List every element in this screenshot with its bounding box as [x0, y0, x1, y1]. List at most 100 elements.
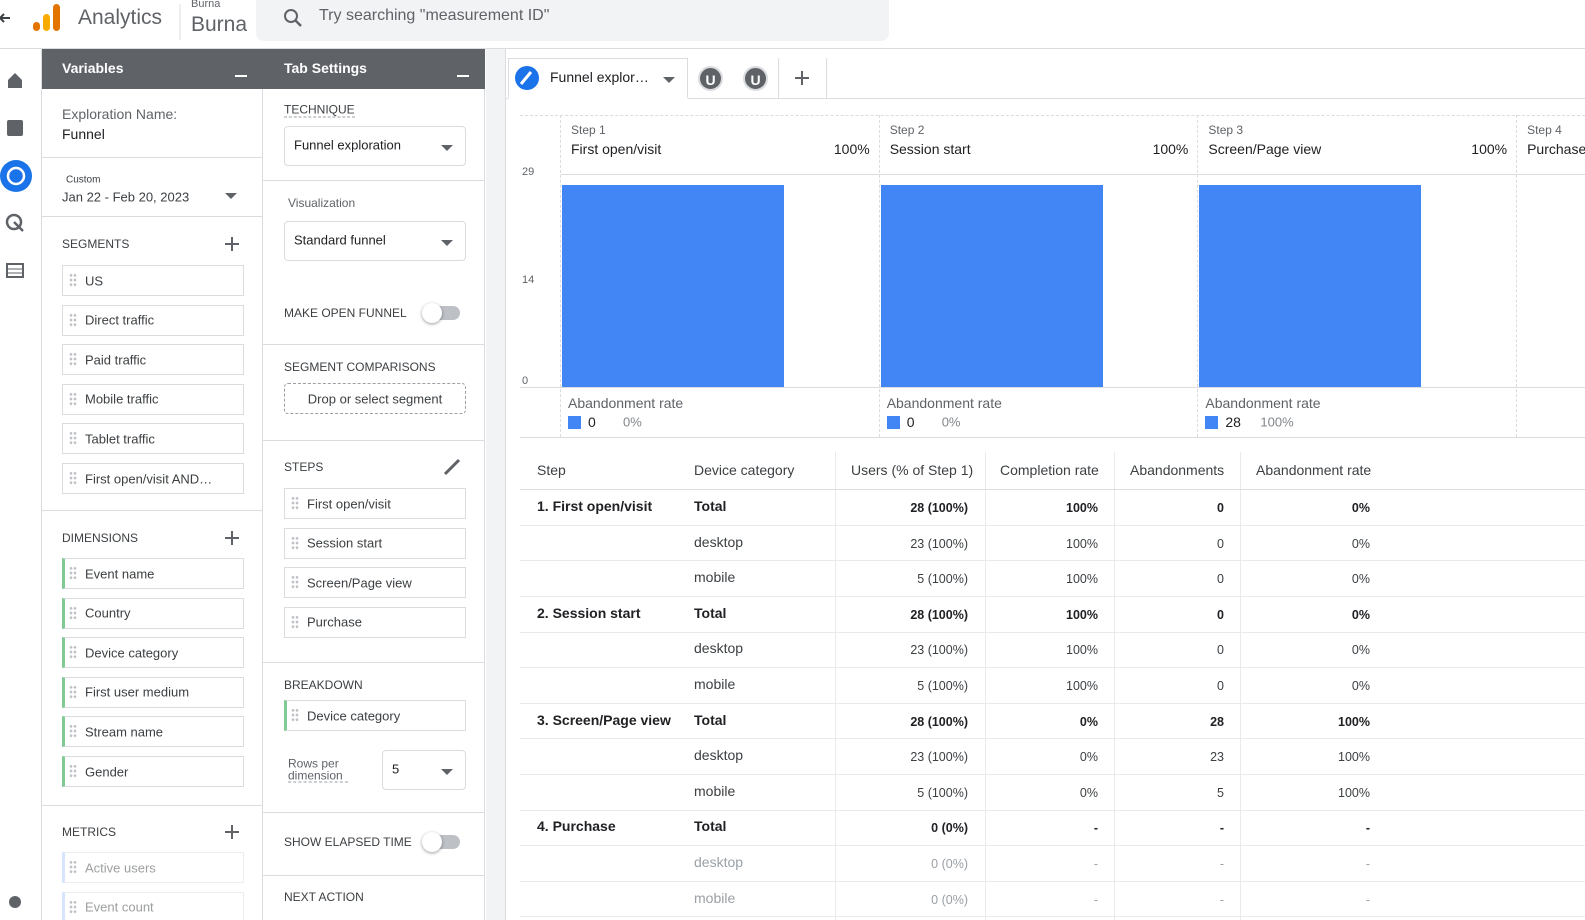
collapse-button[interactable]: [457, 75, 469, 77]
add-button[interactable]: [231, 531, 233, 545]
table-cell: 100%: [1066, 643, 1098, 658]
row-border: [520, 880, 1585, 882]
funnel-bar[interactable]: [1199, 185, 1422, 387]
header-border: [520, 489, 1585, 490]
app-name: Analytics: [78, 6, 163, 29]
collapse-button[interactable]: [235, 75, 247, 77]
metric-chip-label: Event count: [85, 899, 154, 915]
new-tab-button[interactable]: [778, 58, 827, 99]
table-cell: 100%: [1066, 536, 1098, 551]
table-cell: 100%: [1066, 572, 1098, 587]
step-rate: 100%: [833, 141, 870, 157]
metric-chip[interactable]: [62, 891, 244, 920]
step-number: Step 4: [1527, 123, 1562, 137]
drag-handle: [69, 645, 77, 660]
exploration-name[interactable]: Funnel: [62, 126, 105, 142]
segment-chip[interactable]: [62, 383, 244, 415]
table-cell: -: [1365, 857, 1370, 871]
rows-select[interactable]: [382, 750, 466, 790]
step-name: First open/visit: [571, 141, 662, 157]
step-chip[interactable]: [284, 488, 466, 519]
variables-title: Variables: [62, 60, 124, 76]
top-bar-border: [0, 48, 1585, 49]
segment-chip[interactable]: [62, 463, 244, 494]
segment-chip[interactable]: [62, 304, 244, 336]
dropdown-arrow[interactable]: [441, 240, 453, 246]
search-placeholder: Try searching "measurement ID": [319, 7, 550, 24]
table-header: Step: [537, 462, 566, 478]
table-header: Abandonments: [1130, 462, 1225, 478]
technique-select[interactable]: [284, 126, 466, 166]
segment-drop-zone[interactable]: [284, 383, 466, 414]
drag-handle: [69, 273, 77, 287]
user-avatar[interactable]: U: [698, 66, 723, 91]
dimensions-title: DIMENSIONS: [62, 531, 139, 545]
table-cell: 0: [1217, 501, 1224, 515]
segment-chip-label: Direct traffic: [85, 312, 155, 328]
segment-chip[interactable]: [62, 265, 244, 296]
divider: [263, 344, 485, 345]
row-border: [520, 809, 1585, 811]
dropdown-arrow[interactable]: [441, 145, 453, 151]
table-cell: 100%: [1066, 679, 1098, 693]
dimension-chip[interactable]: [62, 676, 244, 708]
dimension-chip[interactable]: [62, 716, 244, 748]
canvas-border: [505, 49, 506, 920]
table-step: 3. Screen/Page view: [537, 711, 671, 728]
dropdown-arrow[interactable]: [441, 769, 453, 775]
step-rate: 100%: [1152, 141, 1189, 157]
metric-chip[interactable]: [62, 852, 244, 883]
step-chip[interactable]: [284, 527, 466, 559]
funnel-bar[interactable]: [880, 185, 1103, 387]
user-avatar[interactable]: U: [743, 66, 768, 91]
dimension-chip[interactable]: [62, 558, 244, 589]
segment-chip[interactable]: [62, 423, 244, 455]
step-name: Purchase: [1527, 141, 1585, 157]
chart-top-border: [520, 115, 1585, 116]
dimension-chip[interactable]: [62, 637, 244, 669]
segment-chip-label: US: [85, 273, 104, 288]
row-border: [520, 845, 1585, 847]
table-header: Users (% of Step 1): [851, 462, 974, 478]
visualization-select[interactable]: [284, 221, 466, 261]
table-step: 2. Session start: [537, 604, 641, 621]
table-cell: 0%: [1079, 714, 1098, 729]
drag-handle: [291, 496, 299, 510]
table-cell: 5 (100%): [917, 572, 968, 587]
search-box[interactable]: [256, 0, 889, 41]
chart-bottom-border: [520, 437, 1585, 438]
drag-handle: [291, 575, 299, 589]
divider: [263, 180, 485, 181]
metric-chip-label: Active users: [85, 860, 156, 875]
abandonment-count: 28: [1225, 414, 1241, 430]
add-button[interactable]: [231, 237, 233, 251]
table-cell: 0%: [1351, 572, 1370, 587]
step-divider: [878, 115, 880, 437]
table-cell: 23: [1210, 750, 1224, 765]
table-cell: 0: [1217, 536, 1224, 551]
add-button[interactable]: [231, 825, 233, 839]
segment-chip-label: Mobile traffic: [85, 391, 159, 407]
dimension-chip[interactable]: [62, 756, 244, 787]
funnel-bar[interactable]: [562, 185, 784, 387]
table-cell: 28: [1210, 714, 1224, 729]
dropdown-arrow[interactable]: [225, 193, 237, 199]
date-range[interactable]: Jan 22 - Feb 20, 2023: [62, 189, 190, 205]
step-chip[interactable]: [284, 606, 466, 638]
dropdown-arrow[interactable]: [663, 77, 675, 83]
rows-value: 5: [392, 761, 400, 777]
table-device: mobile: [694, 782, 736, 799]
dimension-chip[interactable]: [62, 597, 244, 629]
step-chip[interactable]: [284, 567, 466, 598]
table-device: Total: [694, 711, 727, 728]
active-tab[interactable]: [508, 58, 688, 99]
table-cell: -: [1093, 892, 1098, 907]
table-cell: 0%: [1351, 536, 1370, 551]
table-cell: 0 (0%): [931, 857, 968, 871]
step-chip-label: First open/visit: [307, 496, 391, 511]
breakdown-chip[interactable]: [284, 700, 466, 731]
row-border: [520, 560, 1585, 562]
technique-value: Funnel exploration: [294, 137, 401, 153]
segment-chip[interactable]: [62, 344, 244, 376]
y-tick-label: 14: [522, 274, 535, 287]
